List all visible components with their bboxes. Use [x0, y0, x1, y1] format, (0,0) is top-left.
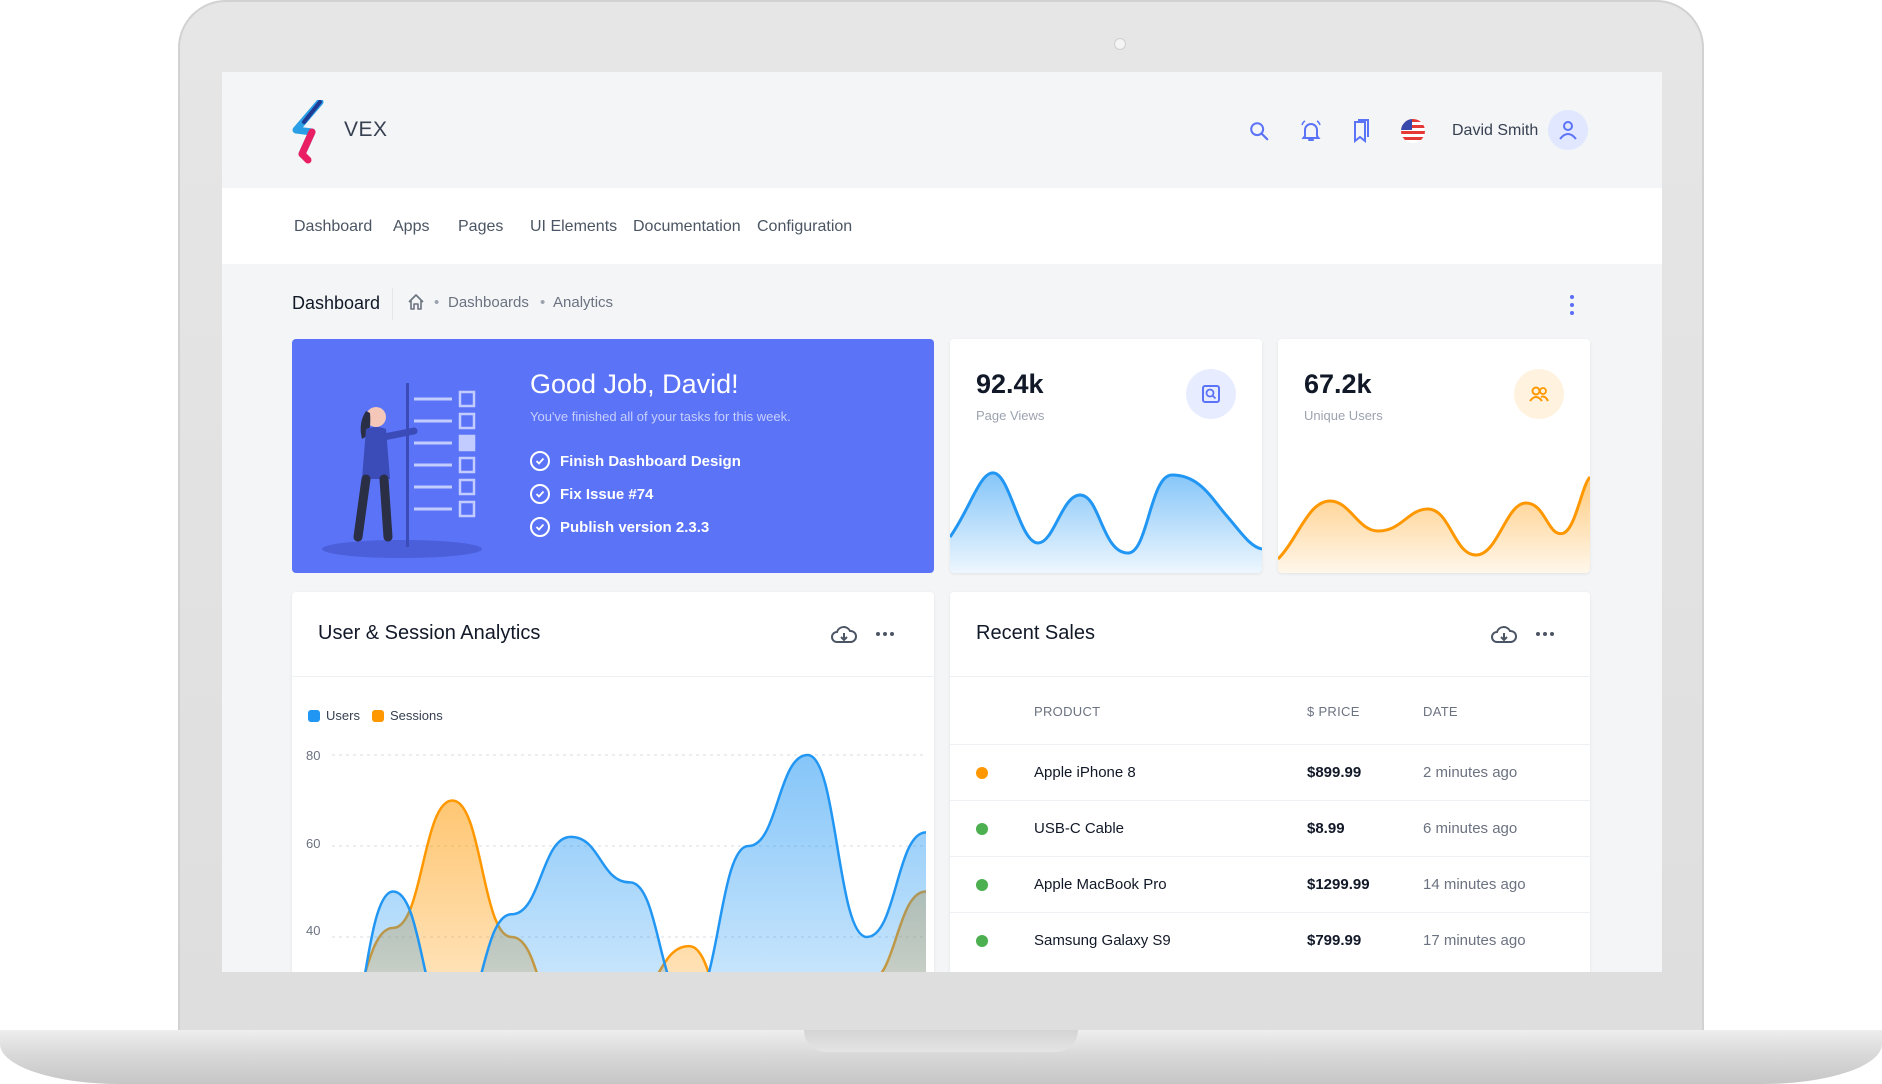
page-title: Dashboard	[292, 293, 381, 313]
logo-text[interactable]: VEX	[344, 118, 388, 141]
nav-configuration[interactable]: Configuration	[757, 218, 853, 235]
sale-date: 6 minutes ago	[1423, 820, 1518, 837]
breadcrumb-divider	[392, 288, 393, 320]
checklist-illustration-icon	[322, 383, 482, 558]
task-item[interactable]: Finish Dashboard Design	[530, 451, 741, 471]
product-name: USB-C Cable	[1034, 820, 1125, 837]
user-name[interactable]: David Smith	[1452, 122, 1539, 139]
y-tick: 60	[306, 836, 321, 851]
table-row[interactable]: Apple MacBook Pro $1299.99 14 minutes ag…	[950, 856, 1590, 913]
unique-users-label: Unique Users	[1304, 408, 1383, 423]
cloud-download-icon[interactable]	[1490, 624, 1518, 646]
user-avatar[interactable]	[1548, 110, 1588, 150]
panel-divider	[950, 676, 1590, 677]
sale-date: 17 minutes ago	[1423, 932, 1526, 949]
search-icon[interactable]	[1244, 116, 1274, 146]
sale-date: 2 minutes ago	[1423, 764, 1518, 781]
sessions-line[interactable]	[334, 799, 927, 973]
legend-users-swatch	[308, 709, 320, 722]
users-area	[365, 755, 926, 972]
product-name: Apple MacBook Pro	[1034, 876, 1167, 893]
nav-pages[interactable]: Pages	[458, 218, 504, 235]
chart-legend: Users Sessions	[308, 708, 443, 723]
welcome-card: Good Job, David! You've finished all of …	[292, 339, 934, 573]
analytics-area-chart	[332, 753, 927, 973]
product-name: Apple iPhone 8	[1034, 764, 1136, 781]
page-views-value: 92.4k	[976, 369, 1044, 399]
analytics-title: User & Session Analytics	[318, 622, 541, 644]
task-item[interactable]: Publish version 2.3.3	[530, 517, 709, 537]
user-icon	[1559, 121, 1577, 140]
status-dot	[976, 879, 988, 891]
product-price: $899.99	[1307, 764, 1362, 781]
column-header-price[interactable]: $ PRICE	[1307, 704, 1360, 719]
breadcrumb-dot: •	[434, 294, 440, 311]
panel-divider	[292, 676, 934, 677]
page-options-icon[interactable]	[1562, 290, 1582, 320]
more-horizontal-icon[interactable]	[1536, 632, 1556, 638]
welcome-subtitle: You've finished all of your tasks for th…	[530, 409, 791, 424]
task-label: Fix Issue #74	[560, 485, 654, 503]
product-price: $8.99	[1307, 820, 1345, 837]
breadcrumb-dot: •	[540, 294, 546, 311]
topbar: VEX David Smith	[222, 72, 1662, 188]
page-views-label: Page Views	[976, 408, 1045, 423]
sale-date: 14 minutes ago	[1423, 876, 1526, 893]
page-views-sparkline	[950, 471, 1262, 573]
screen: VEX David Smith	[222, 72, 1662, 972]
y-tick: 80	[306, 748, 321, 763]
legend-users[interactable]: Users	[326, 708, 360, 723]
nav-apps[interactable]: Apps	[393, 218, 430, 235]
notifications-icon[interactable]	[1296, 116, 1326, 146]
page-views-card: 92.4k Page Views	[950, 339, 1262, 573]
status-dot	[976, 935, 988, 947]
breadcrumb-dashboards[interactable]: Dashboards	[448, 294, 529, 311]
users-line[interactable]	[334, 753, 927, 972]
users-icon	[1514, 369, 1564, 419]
recent-sales-title: Recent Sales	[976, 622, 1095, 644]
nav-dashboard[interactable]: Dashboard	[294, 218, 373, 235]
vex-logo-icon[interactable]	[290, 100, 330, 164]
home-icon[interactable]	[406, 292, 426, 312]
more-horizontal-icon[interactable]	[876, 632, 896, 638]
check-circle-icon	[530, 451, 550, 471]
product-price: $1299.99	[1307, 876, 1370, 893]
y-tick: 40	[306, 923, 321, 938]
cloud-download-icon[interactable]	[830, 624, 858, 646]
status-dot	[976, 823, 988, 835]
bookmarks-icon[interactable]	[1346, 116, 1376, 146]
table-row[interactable]: Samsung Galaxy S9 $799.99 17 minutes ago	[950, 912, 1590, 969]
product-name: Samsung Galaxy S9	[1034, 932, 1171, 949]
main-nav: Dashboard Apps Pages UI Elements Documen…	[222, 188, 1662, 264]
unique-users-card: 67.2k Unique Users	[1278, 339, 1590, 573]
task-item[interactable]: Fix Issue #74	[530, 484, 653, 504]
task-label: Finish Dashboard Design	[560, 452, 741, 470]
legend-sessions[interactable]: Sessions	[389, 708, 443, 723]
unique-users-sparkline	[1278, 475, 1590, 573]
us-flag-icon[interactable]	[1398, 116, 1428, 146]
unique-users-value: 67.2k	[1304, 369, 1372, 399]
table-row[interactable]: USB-C Cable $8.99 6 minutes ago	[950, 800, 1590, 857]
camera	[1114, 38, 1126, 50]
breadcrumb-analytics[interactable]: Analytics	[553, 294, 614, 311]
recent-sales-panel: Recent Sales PRODUCT $ PRICE DATE Apple …	[950, 592, 1590, 972]
status-dot	[976, 767, 988, 779]
check-circle-icon	[530, 517, 550, 537]
task-label: Publish version 2.3.3	[560, 518, 710, 536]
nav-documentation[interactable]: Documentation	[633, 218, 741, 235]
laptop-notch	[804, 1030, 1078, 1052]
welcome-title: Good Job, David!	[530, 369, 739, 399]
column-header-date[interactable]: DATE	[1423, 704, 1458, 719]
check-circle-icon	[530, 484, 550, 504]
page-views-icon	[1186, 369, 1236, 419]
nav-ui-elements[interactable]: UI Elements	[530, 218, 618, 235]
column-header-product[interactable]: PRODUCT	[1034, 704, 1101, 719]
analytics-panel: User & Session Analytics Users Sessions …	[292, 592, 934, 972]
product-price: $799.99	[1307, 932, 1362, 949]
legend-sessions-swatch	[371, 709, 384, 722]
table-row[interactable]: Apple iPhone 8 $899.99 2 minutes ago	[950, 744, 1590, 801]
